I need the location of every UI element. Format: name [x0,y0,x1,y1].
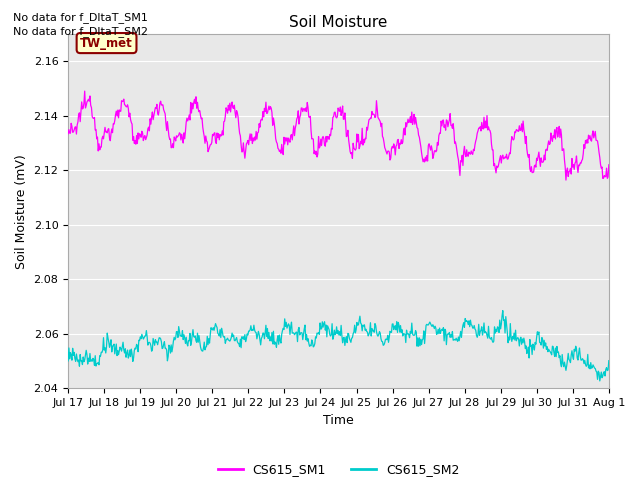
Y-axis label: Soil Moisture (mV): Soil Moisture (mV) [15,154,28,268]
X-axis label: Time: Time [323,414,354,427]
Text: No data for f_DltaT_SM1: No data for f_DltaT_SM1 [13,12,148,23]
Legend: CS615_SM1, CS615_SM2: CS615_SM1, CS615_SM2 [212,458,465,480]
Text: TW_met: TW_met [80,36,133,49]
Title: Soil Moisture: Soil Moisture [289,15,388,30]
Text: No data for f_DltaT_SM2: No data for f_DltaT_SM2 [13,26,148,37]
